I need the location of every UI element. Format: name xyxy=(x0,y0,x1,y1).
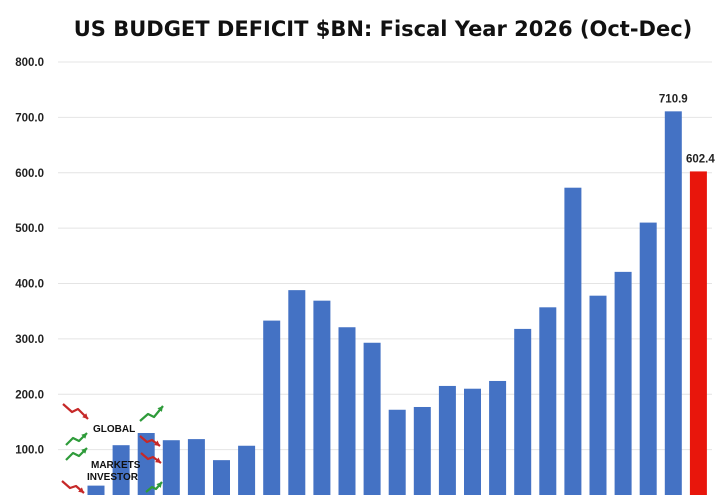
y-tick-label: 700.0 xyxy=(15,112,44,124)
arrow-head-icon xyxy=(81,433,87,439)
watermark-label: GLOBAL xyxy=(93,424,135,435)
bar xyxy=(338,327,356,495)
watermark-label: MARKETS xyxy=(91,460,141,471)
data-label: 602.4 xyxy=(686,153,715,165)
bar xyxy=(489,380,507,495)
bar xyxy=(162,440,180,495)
bar xyxy=(263,320,281,495)
bar xyxy=(464,388,481,495)
bar xyxy=(238,445,256,495)
bar xyxy=(388,409,406,495)
bar xyxy=(514,328,532,495)
trend-up-icon xyxy=(65,447,88,461)
arrow-head-icon xyxy=(155,457,161,463)
y-tick-label: 400.0 xyxy=(15,279,44,291)
bar xyxy=(614,271,632,495)
y-tick-label: 300.0 xyxy=(15,334,44,346)
chart-title: US BUDGET DEFICIT $BN: Fiscal Year 2026 … xyxy=(74,17,693,41)
bar xyxy=(187,439,205,495)
y-tick-label: 100.0 xyxy=(15,445,44,457)
data-labels: 710.9 602.4 xyxy=(659,93,715,165)
bar xyxy=(213,460,230,495)
bar xyxy=(363,342,381,495)
bar xyxy=(288,290,306,495)
bar xyxy=(589,295,607,495)
y-tick-label: 600.0 xyxy=(15,168,44,180)
arrow-head-icon xyxy=(157,406,163,412)
arrow-head-icon xyxy=(156,482,162,488)
y-axis-ticks: 800.0 700.0 600.0 500.0 400.0 300.0 200.0 100.0 xyxy=(15,57,44,457)
arrow-head-icon xyxy=(78,487,84,493)
bar xyxy=(689,171,707,495)
arrow-head-icon xyxy=(154,440,160,446)
bar xyxy=(438,385,456,495)
bars xyxy=(87,111,707,495)
trend-up-icon xyxy=(139,405,164,422)
arrow-head-icon xyxy=(82,413,88,419)
bar xyxy=(413,406,431,495)
bar xyxy=(564,187,582,495)
data-label: 710.9 xyxy=(659,93,688,105)
bar xyxy=(639,222,657,495)
trend-down-icon xyxy=(61,480,85,494)
arrow-head-icon xyxy=(81,448,87,454)
trend-up-icon xyxy=(65,432,88,446)
bar xyxy=(313,300,331,495)
bar xyxy=(112,445,130,495)
trend-down-icon xyxy=(62,403,89,420)
bar xyxy=(539,307,557,495)
gridlines xyxy=(58,61,712,451)
bar xyxy=(87,485,105,495)
bar xyxy=(137,433,155,495)
y-tick-label: 500.0 xyxy=(15,223,44,235)
y-tick-label: 800.0 xyxy=(15,57,44,69)
watermark-label: INVESTOR xyxy=(87,472,139,483)
bar xyxy=(664,111,682,495)
y-tick-label: 200.0 xyxy=(15,389,44,401)
